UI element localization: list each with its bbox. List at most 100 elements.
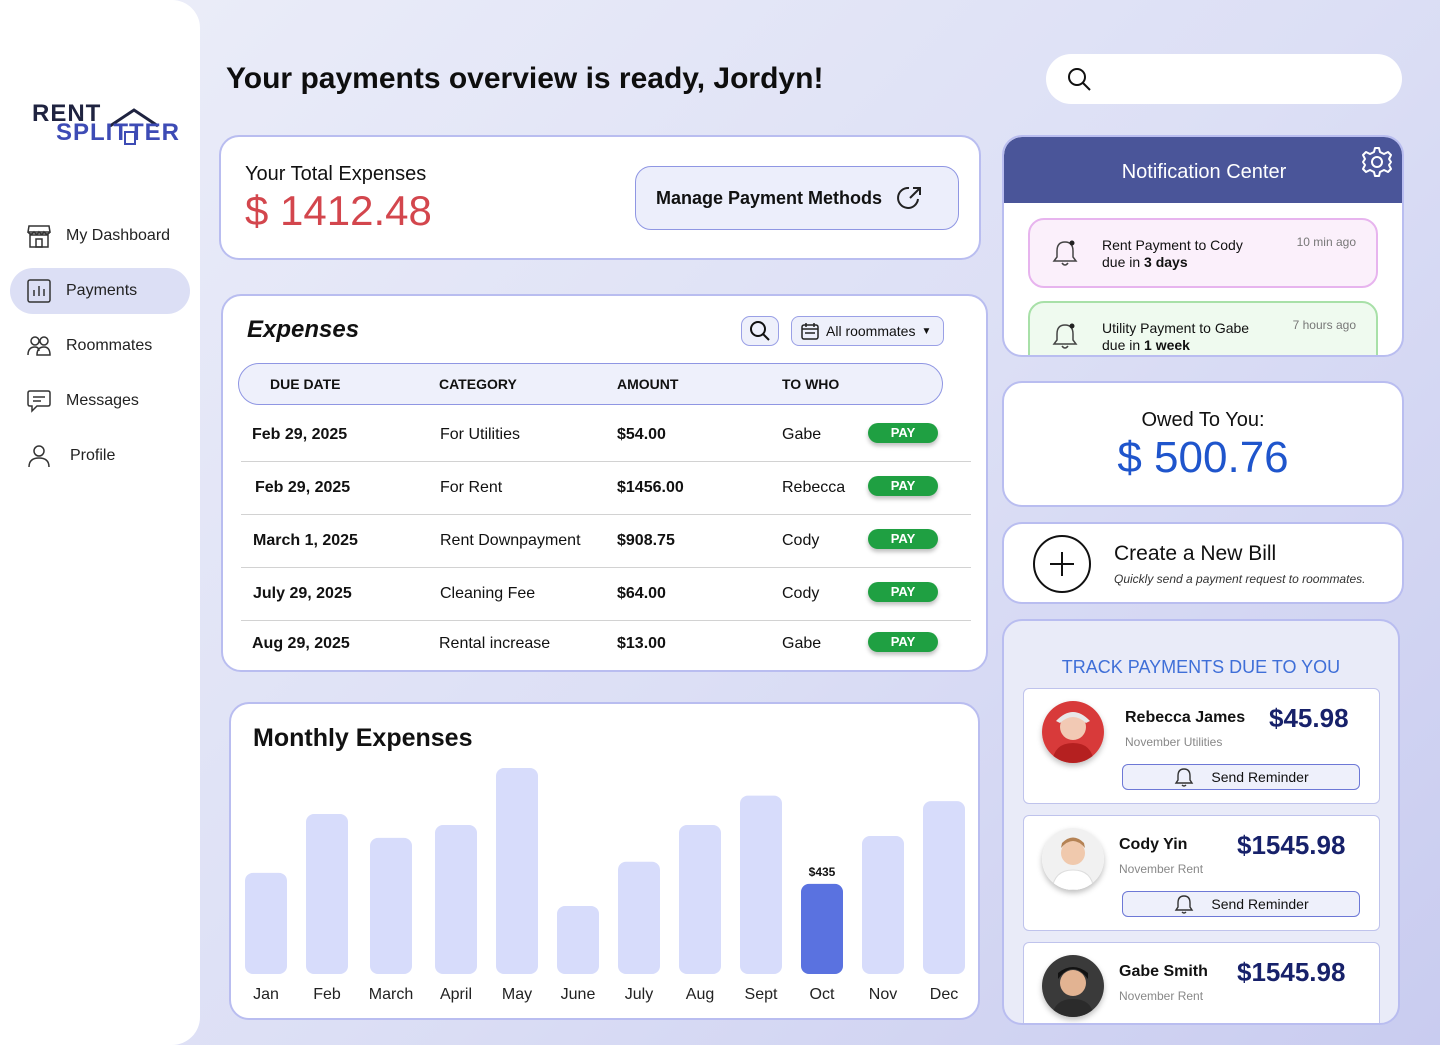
avatar (1042, 701, 1104, 763)
notification-due: due in 3 days (1102, 254, 1243, 271)
x-tick-label: Jan (253, 986, 279, 1003)
user-icon (28, 445, 50, 468)
logo-line1: RENT (32, 100, 102, 127)
pay-button[interactable]: PAY (868, 423, 938, 443)
track-payments-card: TRACK PAYMENTS DUE TO YOU Rebecca James … (1002, 619, 1400, 1025)
sidebar-item-label: My Dashboard (66, 227, 171, 244)
payer-amount: $1545.98 (1237, 957, 1346, 987)
notification-text: Rent Payment to Cody due in 3 days (1102, 237, 1243, 271)
column-header: DUE DATE (270, 376, 341, 392)
pay-button[interactable]: PAY (868, 476, 938, 496)
avatar (1042, 955, 1104, 1017)
bar-june[interactable] (557, 905, 599, 974)
search-icon (1068, 68, 1091, 91)
bar-oct[interactable] (801, 883, 843, 974)
search-input[interactable] (1106, 64, 1386, 94)
send-reminder-label: Send Reminder (1211, 896, 1309, 912)
gear-icon[interactable] (1360, 145, 1394, 179)
payer-amount: $1545.98 (1237, 830, 1346, 860)
x-tick-label: Feb (313, 986, 341, 1003)
bell-icon (1052, 240, 1078, 266)
x-tick-label: Sept (745, 986, 778, 1003)
total-expenses-value: $ 1412.48 (245, 187, 432, 234)
send-reminder-button[interactable]: Send Reminder (1122, 764, 1360, 790)
sidebar-item-dashboard[interactable]: My Dashboard (10, 213, 190, 259)
sidebar-item-label: Profile (70, 447, 116, 464)
bell-icon (1175, 768, 1194, 787)
row-amount: $1456.00 (617, 479, 684, 496)
notification-due: due in 1 week (1102, 337, 1249, 354)
track-payment-item: Cody Yin November Rent $1545.98 Send Rem… (1023, 815, 1380, 931)
storefront-icon (27, 225, 51, 248)
bar-may[interactable] (496, 768, 538, 974)
column-header: CATEGORY (439, 376, 517, 392)
row-category: For Utilities (440, 426, 521, 443)
notification-item[interactable]: Utility Payment to Gabe due in 1 week 7 … (1028, 301, 1378, 355)
x-tick-label: March (369, 986, 413, 1003)
row-due-date: Feb 29, 2025 (252, 426, 348, 443)
table-row: July 29, 2025 Cleaning Fee $64.00 Cody P… (241, 568, 971, 621)
sidebar-item-messages[interactable]: Messages (10, 378, 190, 424)
create-new-bill-subtitle: Quickly send a payment request to roomma… (1114, 572, 1366, 586)
x-tick-label: Aug (686, 986, 714, 1003)
notification-center: Notification Center Rent Payment to Cody… (1002, 135, 1404, 357)
chart-title: Monthly Expenses (253, 724, 473, 752)
bar-dec[interactable] (923, 801, 965, 974)
x-tick-label: Dec (930, 986, 958, 1003)
x-tick-label: June (561, 986, 596, 1003)
roommates-filter-label: All roommates (826, 323, 916, 339)
bar-march[interactable] (370, 837, 412, 974)
sidebar-item-profile[interactable]: Profile (10, 433, 190, 479)
total-expenses-label: Your Total Expenses (245, 163, 427, 185)
bar-feb[interactable] (306, 813, 348, 974)
expenses-search-button[interactable] (741, 316, 779, 346)
notification-title: Utility Payment to Gabe (1102, 320, 1250, 336)
payer-bill: November Utilities (1125, 735, 1223, 749)
create-new-bill-title: Create a New Bill (1114, 542, 1277, 565)
row-due-date: Feb 29, 2025 (255, 479, 351, 496)
row-category: Rent Downpayment (440, 532, 581, 549)
pay-button[interactable]: PAY (868, 632, 938, 652)
sidebar-item-roommates[interactable]: Roommates (10, 323, 190, 369)
send-reminder-button[interactable]: Send Reminder (1122, 891, 1360, 917)
bar-jan[interactable] (245, 872, 287, 974)
bell-icon (1052, 323, 1078, 349)
expenses-card: Expenses All roommates ▼ DUE DATE CATEGO… (221, 294, 988, 672)
table-row: Feb 29, 2025 For Rent $1456.00 Rebecca P… (241, 462, 971, 515)
monthly-expenses-chart: Jan Feb March April May June July Aug Sept Oct $43… (245, 768, 965, 1003)
notification-due-value: 3 days (1144, 254, 1188, 270)
bar-april[interactable] (435, 825, 477, 974)
bar-july[interactable] (618, 861, 660, 974)
sidebar-item-label: Payments (66, 282, 138, 299)
table-row: March 1, 2025 Rent Downpayment $908.75 C… (241, 515, 971, 568)
bar-nov[interactable] (862, 836, 904, 974)
monthly-expenses-card: Monthly Expenses Jan Feb March April May June… (229, 702, 980, 1020)
pay-button[interactable]: PAY (868, 582, 938, 602)
pay-button[interactable]: PAY (868, 529, 938, 549)
avatar-cody-icon (1042, 828, 1104, 890)
calendar-icon (801, 323, 819, 340)
column-header: TO WHO (782, 376, 840, 392)
notification-title: Rent Payment to Cody (1102, 237, 1243, 253)
row-recipient: Cody (782, 532, 820, 549)
manage-payment-methods-button[interactable]: Manage Payment Methods (635, 166, 959, 230)
message-icon (27, 390, 51, 413)
external-link-icon (897, 186, 922, 209)
roommates-filter-dropdown[interactable]: All roommates ▼ (791, 316, 944, 346)
sidebar-item-payments[interactable]: Payments (10, 268, 190, 314)
expenses-table-header: DUE DATE CATEGORY AMOUNT TO WHO (238, 363, 943, 405)
bar-aug[interactable] (679, 825, 721, 974)
notification-due-prefix: due in (1102, 337, 1145, 353)
bar-sept[interactable] (740, 795, 782, 974)
notification-due-value: 1 week (1144, 337, 1190, 353)
owed-to-you-card: Owed To You: $ 500.76 (1002, 381, 1404, 507)
logo-line2: SPLITTER (56, 119, 181, 146)
search-bar[interactable] (1046, 54, 1402, 104)
row-recipient: Cody (782, 585, 820, 602)
chevron-down-icon: ▼ (921, 325, 932, 337)
app-logo[interactable]: RENT SPLITTER (32, 100, 182, 150)
sidebar: RENT SPLITTER My Dashboard Payments (0, 0, 200, 1045)
create-new-bill-button[interactable]: Create a New Bill Quickly send a payment… (1002, 522, 1404, 604)
notification-item[interactable]: Rent Payment to Cody due in 3 days 10 mi… (1028, 218, 1378, 288)
people-icon (27, 336, 51, 356)
